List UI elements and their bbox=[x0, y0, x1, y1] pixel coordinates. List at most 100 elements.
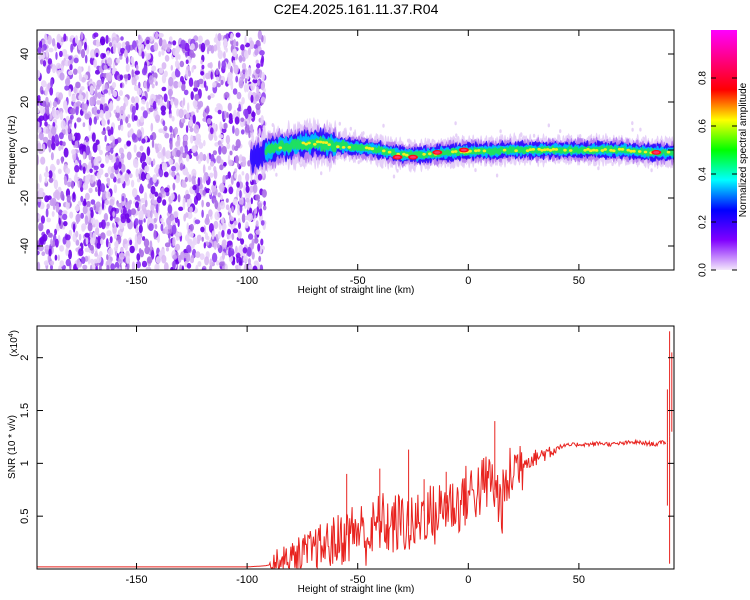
heatmap-cell bbox=[37, 250, 40, 256]
heatmap-cell bbox=[168, 158, 174, 166]
heatmap-cell bbox=[109, 198, 115, 207]
heatmap-cell bbox=[133, 115, 138, 121]
heatmap-cell bbox=[128, 173, 133, 179]
heatmap-cell bbox=[255, 103, 261, 111]
heatmap-cell bbox=[225, 47, 228, 53]
heatmap-cell bbox=[117, 177, 122, 184]
heatmap-cell bbox=[46, 217, 51, 223]
heatmap-cell bbox=[104, 105, 109, 112]
heatmap-cell bbox=[87, 174, 91, 180]
heatmap-cell bbox=[211, 230, 215, 240]
heatmap-cell bbox=[145, 53, 151, 60]
heatmap-cell bbox=[63, 33, 67, 42]
heatmap-cell bbox=[61, 49, 68, 57]
heatmap-cell bbox=[453, 150, 458, 153]
heatmap-cell bbox=[299, 163, 303, 168]
heatmap-cell bbox=[171, 116, 175, 122]
heatmap-cell bbox=[42, 60, 47, 67]
heatmap-cell bbox=[160, 223, 164, 232]
heatmap-cell bbox=[72, 135, 76, 141]
heatmap-cell bbox=[244, 111, 249, 120]
heatmap-cell bbox=[100, 183, 106, 193]
heatmap-cell bbox=[172, 236, 176, 247]
heatmap-cell bbox=[171, 165, 176, 172]
heatmap-cell bbox=[170, 192, 175, 201]
heatmap-cell bbox=[68, 88, 72, 97]
heatmap-cell bbox=[78, 248, 84, 257]
heatmap-cell bbox=[186, 202, 190, 208]
heatmap-cell bbox=[84, 54, 88, 64]
heatmap-cell bbox=[554, 148, 559, 151]
heatmap-cell bbox=[96, 254, 102, 264]
heatmap-cell bbox=[42, 234, 48, 242]
heatmap-cell bbox=[50, 238, 53, 247]
heatmap-cell bbox=[45, 208, 49, 218]
heatmap-cell bbox=[82, 151, 86, 160]
heatmap-cell bbox=[238, 103, 242, 112]
heatmap-cell bbox=[115, 105, 120, 114]
heatmap-cell bbox=[77, 40, 82, 51]
heatmap-cell bbox=[65, 234, 71, 241]
heatmap-cell bbox=[149, 240, 153, 251]
heatmap-cell bbox=[145, 266, 152, 270]
heatmap-cell bbox=[46, 139, 52, 147]
heatmap-cell bbox=[85, 136, 89, 143]
spectrogram-x-ticks: -150 -100 -50 0 50 bbox=[126, 30, 585, 287]
heatmap-cell bbox=[68, 131, 73, 142]
heatmap-cell bbox=[119, 252, 125, 260]
heatmap-cell bbox=[82, 182, 89, 190]
heatmap-cell bbox=[321, 141, 326, 144]
heatmap-cell bbox=[184, 145, 188, 154]
heatmap-cell bbox=[47, 34, 52, 45]
heatmap-cell bbox=[81, 223, 87, 231]
heatmap-cell bbox=[212, 81, 217, 88]
heatmap-cell bbox=[221, 60, 226, 70]
heatmap-cell bbox=[39, 173, 42, 183]
heatmap-cell bbox=[528, 148, 533, 152]
colorbar-bar bbox=[711, 30, 737, 270]
heatmap-cell bbox=[156, 196, 162, 204]
heatmap-cell bbox=[212, 150, 217, 156]
heatmap-cell bbox=[124, 213, 130, 220]
heatmap-cell bbox=[88, 161, 92, 170]
heatmap-cell bbox=[107, 179, 110, 187]
heatmap-cell bbox=[52, 101, 58, 108]
heatmap-cell bbox=[620, 148, 625, 151]
heatmap-cell bbox=[191, 52, 196, 58]
heatmap-cell bbox=[68, 55, 72, 61]
heatmap-cell bbox=[48, 177, 54, 183]
heatmap-cell bbox=[93, 203, 97, 211]
heatmap-cell bbox=[188, 239, 192, 246]
heatmap-cell bbox=[247, 160, 251, 167]
heatmap-cell bbox=[237, 174, 242, 184]
heatmap-cell bbox=[140, 106, 145, 111]
heatmap-cell bbox=[235, 75, 239, 83]
heatmap-cell bbox=[158, 128, 164, 133]
heatmap-cell bbox=[257, 79, 260, 87]
heatmap-cell bbox=[203, 80, 207, 88]
heatmap-cell bbox=[240, 238, 245, 245]
heatmap-cell bbox=[56, 223, 60, 232]
heatmap-cell bbox=[256, 86, 260, 95]
heatmap-cell bbox=[121, 195, 125, 202]
heatmap-cell bbox=[38, 222, 44, 232]
heatmap-cell bbox=[313, 142, 317, 146]
heatmap-cell bbox=[232, 48, 238, 58]
heatmap-cell bbox=[122, 238, 128, 245]
heatmap-cell bbox=[180, 39, 186, 50]
heatmap-cell bbox=[119, 82, 123, 89]
heatmap-cell bbox=[49, 113, 52, 121]
heatmap-cell bbox=[155, 203, 159, 214]
heatmap-cell bbox=[63, 221, 68, 227]
heatmap-cell bbox=[153, 229, 157, 240]
heatmap-cell bbox=[224, 187, 228, 194]
heatmap-cell bbox=[245, 181, 249, 187]
heatmap-cell bbox=[138, 210, 144, 221]
heatmap-cell bbox=[214, 106, 219, 113]
heatmap-cell bbox=[146, 101, 149, 110]
heatmap-cell bbox=[451, 150, 455, 154]
heatmap-cell bbox=[181, 152, 188, 159]
heatmap-cell bbox=[158, 50, 162, 58]
heatmap-cell bbox=[100, 163, 105, 169]
